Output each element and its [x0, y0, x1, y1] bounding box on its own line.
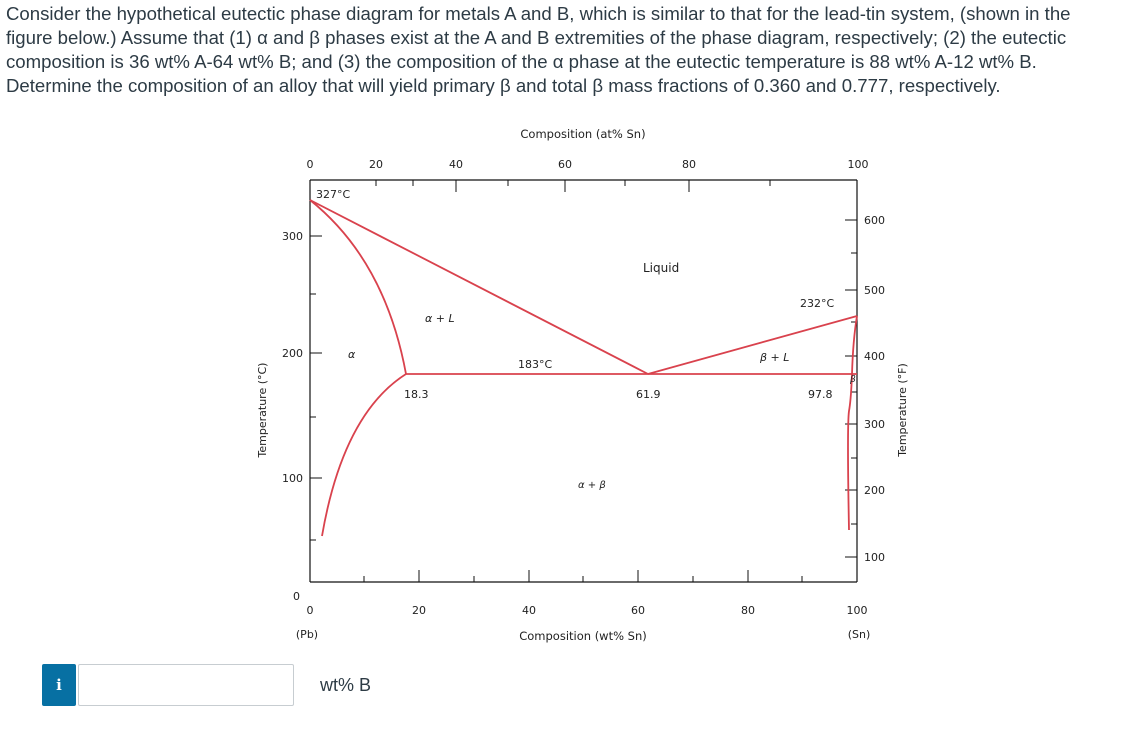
- right-tick-100: 100: [864, 551, 885, 564]
- solvus-alpha: [321, 373, 407, 537]
- pb-melting-label: 327°C: [316, 188, 350, 201]
- alpha-beta-region-label: α + β: [578, 480, 606, 491]
- right-axis-title: Temperature (°F): [896, 363, 909, 458]
- left-tick-labels: 300 200 100 0: [282, 230, 303, 603]
- liquidus-left: [309, 199, 649, 375]
- tick-marks: [309, 180, 858, 582]
- top-tick-60: 60: [558, 158, 572, 171]
- right-tick-200: 200: [864, 484, 885, 497]
- right-tick-300: 300: [864, 418, 885, 431]
- eutectic-temp-label: 183°C: [518, 358, 552, 371]
- diagram-axes: [309, 179, 858, 583]
- units-label: wt% B: [320, 674, 372, 695]
- answer-row: i wt% B: [42, 664, 371, 706]
- left-tick-100: 100: [282, 472, 303, 485]
- question-line-2: figure below.) Assume that (1) α and β p…: [6, 27, 1067, 48]
- top-axis-title: Composition (at% Sn): [520, 127, 645, 141]
- right-tick-400: 400: [864, 350, 885, 363]
- right-tick-600: 600: [864, 214, 885, 227]
- question-line-1: Consider the hypothetical eutectic phase…: [6, 3, 1071, 24]
- top-tick-100: 100: [848, 158, 869, 171]
- question-line-4: Determine the composition of an alloy th…: [6, 75, 1001, 96]
- info-icon[interactable]: i: [42, 664, 76, 706]
- right-tick-labels: 600 500 400 300 200 100: [864, 214, 885, 564]
- answer-input[interactable]: [78, 664, 294, 706]
- question-text: Consider the hypothetical eutectic phase…: [6, 2, 1128, 98]
- bottom-tick-60: 60: [631, 604, 645, 617]
- alpha-region-label: α: [348, 348, 356, 361]
- beta-region-label: β: [849, 375, 856, 385]
- solidus-alpha: [309, 199, 407, 375]
- top-tick-20: 20: [369, 158, 383, 171]
- beta-limit-label: 97.8: [808, 388, 833, 401]
- bottom-tick-20: 20: [412, 604, 426, 617]
- bottom-tick-40: 40: [522, 604, 536, 617]
- solvus-beta: [847, 315, 858, 531]
- beta-liquid-region-label: β + L: [759, 351, 789, 364]
- pb-end-label: (Pb): [296, 628, 318, 641]
- left-axis-title: Temperature (°C): [256, 363, 269, 459]
- top-tick-0: 0: [307, 158, 314, 171]
- bottom-tick-100: 100: [847, 604, 868, 617]
- liquid-region-label: Liquid: [643, 261, 679, 275]
- bottom-axis-title: Composition (wt% Sn): [519, 629, 647, 643]
- question-line-3: composition is 36 wt% A-64 wt% B; and (3…: [6, 51, 1037, 72]
- left-tick-300: 300: [282, 230, 303, 243]
- right-tick-500: 500: [864, 284, 885, 297]
- left-tick-200: 200: [282, 347, 303, 360]
- bottom-tick-80: 80: [741, 604, 755, 617]
- left-tick-0: 0: [293, 590, 300, 603]
- top-tick-40: 40: [449, 158, 463, 171]
- eutectic-comp-label: 61.9: [636, 388, 661, 401]
- phase-boundaries: [309, 199, 858, 537]
- sn-melting-label: 232°C: [800, 297, 834, 310]
- bottom-tick-0: 0: [307, 604, 314, 617]
- sn-end-label: (Sn): [848, 628, 871, 641]
- bottom-tick-labels: 0 20 40 60 80 100: [307, 604, 868, 617]
- top-tick-labels: 0 20 40 60 80 100: [307, 158, 869, 171]
- top-tick-80: 80: [682, 158, 696, 171]
- liquidus-right: [647, 315, 858, 375]
- alpha-liquid-region-label: α + L: [425, 312, 455, 325]
- alpha-limit-label: 18.3: [404, 388, 429, 401]
